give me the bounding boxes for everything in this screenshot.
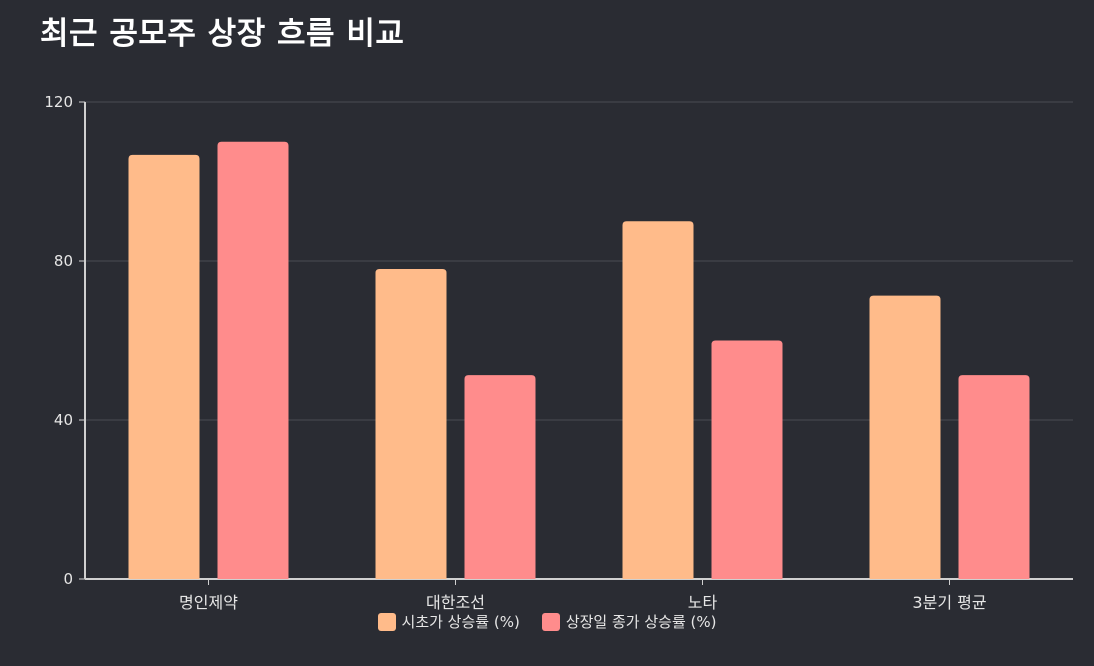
- bar-series-0-0: [128, 154, 200, 579]
- legend-swatch-series-0: [377, 612, 396, 631]
- legend-item-series-0[interactable]: 시초가 상승률 (%): [377, 611, 520, 632]
- bar-series-0-1: [375, 268, 447, 579]
- y-tick-label-1: 40: [54, 411, 73, 429]
- y-tick-label-3: 120: [44, 93, 73, 111]
- bar-series-1-2: [711, 340, 783, 579]
- y-tick-label-2: 80: [54, 252, 73, 270]
- legend-item-series-1[interactable]: 상장일 종가 상승률 (%): [541, 611, 717, 632]
- bar-series-0-2: [622, 221, 694, 579]
- x-tick-label-3: 3분기 평균: [912, 593, 986, 612]
- x-tick-label-1: 대한조선: [426, 593, 485, 612]
- bar-series-0-3: [869, 295, 941, 579]
- legend-swatch-series-1: [541, 612, 560, 631]
- x-tick-label-2: 노타: [688, 593, 718, 612]
- x-tick-label-0: 명인제약: [179, 593, 238, 612]
- bar-series-1-1: [464, 375, 536, 579]
- chart-title: 최근 공모주 상장 흐름 비교: [40, 16, 405, 52]
- y-tick-label-0: 0: [63, 570, 73, 588]
- bar-series-1-0: [217, 141, 289, 579]
- legend-label-series-0: 시초가 상승률 (%): [401, 613, 520, 631]
- legend-label-series-1: 상장일 종가 상승률 (%): [565, 613, 717, 631]
- legend: 시초가 상승률 (%) 상장일 종가 상승률 (%): [0, 611, 1094, 632]
- bar-series-1-3: [958, 375, 1030, 579]
